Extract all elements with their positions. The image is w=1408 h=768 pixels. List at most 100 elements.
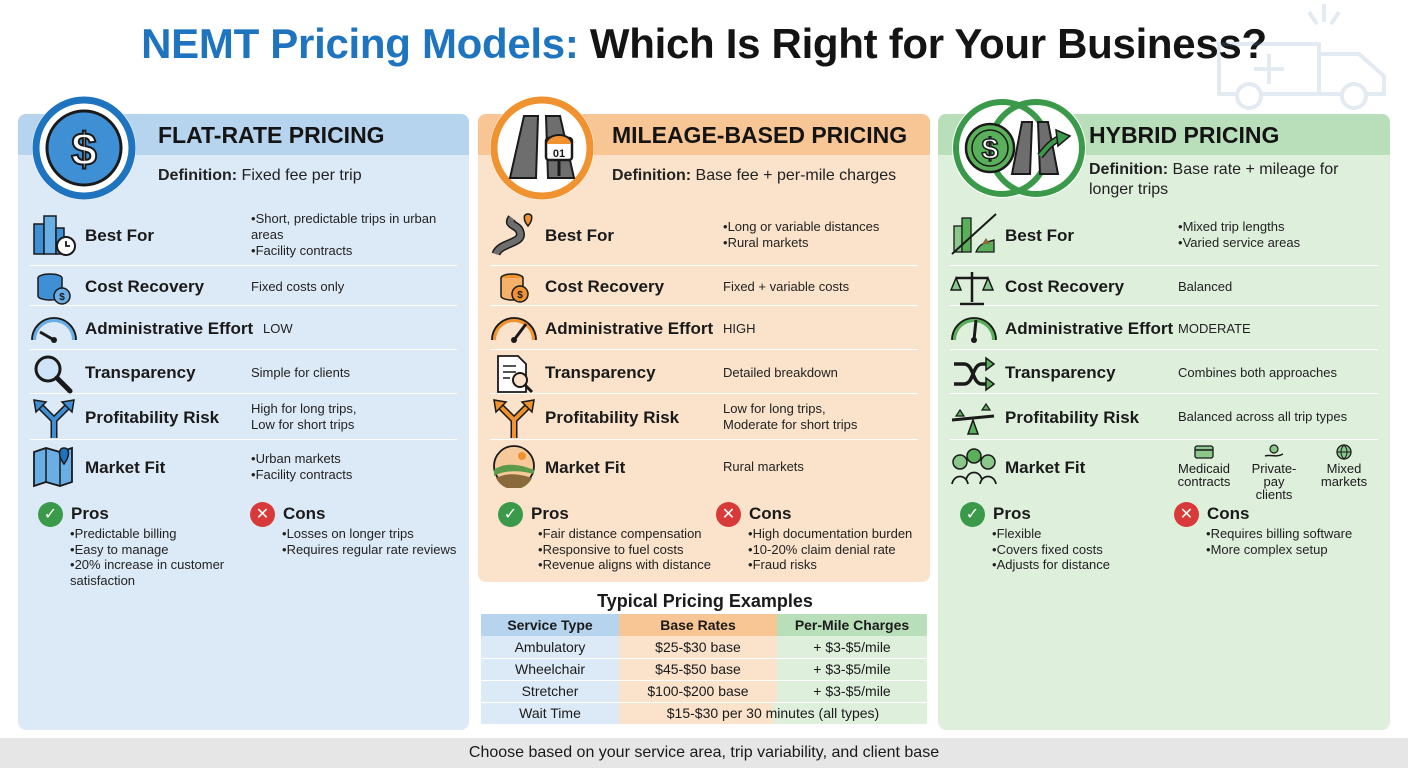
svg-text:$: $: [517, 290, 523, 301]
shuffle-arrows-icon: [954, 356, 996, 392]
ambulance-icon: [1217, 4, 1386, 110]
row-label: Cost Recovery: [85, 277, 205, 296]
seesaw-balance-icon: [951, 402, 995, 435]
map-pin-icon: [33, 446, 73, 488]
row-label: Administrative Effort: [1005, 319, 1174, 338]
page-title: NEMT Pricing Models: Which Is Right for …: [0, 20, 1408, 68]
mileage-pros: ✓Pros Fair distance compensationResponsi…: [498, 501, 713, 573]
mileage-row-best-for: Best For Long or variable distancesRural…: [490, 206, 918, 266]
row-value: HIGH: [723, 321, 756, 336]
gauge-moderate-icon: [951, 317, 997, 343]
row-label: Profitability Risk: [545, 408, 680, 427]
row-value: Low for long trips, Moderate for short tr…: [723, 401, 858, 432]
people-network-icon: [951, 448, 997, 485]
hand-coin-icon: [1264, 444, 1284, 457]
table-cell: + $3-$5/mile: [777, 658, 927, 681]
table-cell: Wait Time: [481, 702, 619, 725]
table-cell: + $3-$5/mile: [777, 636, 927, 659]
market-fit-private-pay: Private-pay clients: [1244, 444, 1304, 501]
hybrid-row-admin-effort: Administrative Effort MODERATE: [950, 306, 1378, 350]
pricing-table-title: Typical Pricing Examples: [597, 591, 813, 611]
table-cell: $100-$200 base: [619, 680, 777, 703]
flat-row-admin-effort: Administrative Effort LOW: [30, 306, 457, 350]
flat-pros: ✓Pros Predictable billingEasy to manage2…: [38, 501, 248, 588]
hybrid-row-best-for: Best For Mixed trip lengthsVaried servic…: [950, 206, 1378, 266]
svg-text:$: $: [59, 292, 65, 303]
mileage-panel: 01 MILEAGE-BASED PRICING Definition: Bas…: [478, 96, 930, 582]
row-value: Balanced across all trip types: [1178, 409, 1348, 424]
row-label: Market Fit: [545, 458, 626, 477]
svg-text:$: $: [982, 133, 999, 166]
winding-road-icon: [491, 213, 533, 256]
table-cell: + $3-$5/mile: [777, 680, 927, 703]
row-value: High for long trips, Low for short trips: [251, 401, 357, 432]
table-cell: $45-$50 base: [619, 658, 777, 681]
row-label: Best For: [545, 226, 614, 245]
row-label: Profitability Risk: [85, 408, 220, 427]
flat-row-best-for: Best For Short, predictable trips in urb…: [30, 206, 457, 266]
table-row: Stretcher $100-$200 base + $3-$5/mile: [481, 680, 927, 703]
flat-row-profit-risk: Profitability Risk High for long trips, L…: [30, 394, 457, 440]
check-icon: ✓: [38, 501, 63, 527]
row-label: Best For: [85, 226, 154, 245]
table-row: Wait Time $15-$30 per 30 minutes (all ty…: [481, 702, 927, 725]
card-icon: [1194, 445, 1214, 459]
gauge-high-icon: [491, 317, 537, 343]
balance-scale-icon: [950, 272, 995, 306]
row-label: Transparency: [85, 363, 196, 382]
row-value: Fixed + variable costs: [723, 279, 850, 294]
mileage-title: MILEAGE-BASED PRICING: [612, 122, 908, 148]
coin-stack-icon: $: [37, 273, 71, 305]
mileage-definition: Definition: Base fee + per-mile charges: [612, 167, 897, 184]
footer-note: Choose based on your service area, trip …: [0, 738, 1408, 768]
row-value: MODERATE: [1178, 321, 1251, 336]
table-cell: Stretcher: [481, 680, 619, 703]
check-icon: ✓: [960, 501, 985, 527]
row-label: Market Fit: [85, 458, 166, 477]
rural-landscape-icon: [493, 445, 535, 488]
pricing-table: Service Type Base Rates Per-Mile Charges…: [481, 614, 927, 725]
flat-cons: ✕Cons Losses on longer tripsRequires reg…: [250, 501, 465, 557]
gauge-low-icon: [31, 317, 77, 343]
city-rural-split-icon: [951, 213, 997, 255]
row-label: Transparency: [1005, 363, 1116, 382]
dollar-road-merge-icon: $: [952, 98, 1086, 198]
document-search-icon: [497, 355, 534, 394]
row-value: Mixed trip lengthsVaried service areas: [1178, 219, 1378, 251]
row-label: Market Fit: [1005, 458, 1086, 477]
row-value: Simple for clients: [251, 365, 350, 380]
table-header-row: Service Type Base Rates Per-Mile Charges: [481, 614, 927, 636]
table-cell: Ambulatory: [481, 636, 619, 659]
table-cell: $25-$30 base: [619, 636, 777, 659]
row-label: Administrative Effort: [85, 319, 254, 338]
row-label: Transparency: [545, 363, 656, 382]
table-header: Service Type: [481, 614, 619, 636]
row-value: LOW: [263, 321, 293, 336]
mileage-row-admin-effort: Administrative Effort HIGH: [490, 306, 918, 350]
hybrid-row-cost-recovery: Cost Recovery Balanced: [950, 266, 1378, 306]
split-arrow-icon: [33, 399, 75, 438]
row-label: Profitability Risk: [1005, 408, 1140, 427]
globe-icon: [1336, 444, 1352, 460]
coin-stack-icon: $: [500, 273, 529, 303]
hybrid-row-profit-risk: Profitability Risk Balanced across all t…: [950, 394, 1378, 440]
row-value: Detailed breakdown: [723, 365, 838, 380]
flat-rate-panel: $ FLAT-RATE PRICING Definition: Fixed fe…: [18, 96, 469, 730]
mileage-cons: ✕Cons High documentation burden10-20% cl…: [716, 501, 926, 573]
dollar-coin-icon: $: [32, 96, 136, 200]
hybrid-panel: $ HYBRID PRICING Definition: Base rate +…: [938, 98, 1390, 730]
mileage-row-profit-risk: Profitability Risk Low for long trips, Mo…: [490, 394, 918, 440]
row-label: Cost Recovery: [545, 277, 665, 296]
table-row: Wheelchair $45-$50 base + $3-$5/mile: [481, 658, 927, 681]
x-icon: ✕: [250, 501, 275, 527]
title-highlight: NEMT Pricing Models:: [141, 20, 579, 67]
row-label: Best For: [1005, 226, 1074, 245]
check-icon: ✓: [498, 501, 523, 527]
mileage-row-cost-recovery: $ Cost Recovery Fixed + variable costs: [490, 266, 918, 306]
row-value: Balanced: [1178, 279, 1233, 294]
table-cell: $15-$30 per 30 minutes (all types): [619, 702, 927, 725]
mileage-row-transparency: Transparency Detailed breakdown: [490, 350, 918, 394]
table-cell: Wheelchair: [481, 658, 619, 681]
split-arrow-icon: [493, 399, 535, 438]
table-header: Base Rates: [619, 614, 777, 636]
